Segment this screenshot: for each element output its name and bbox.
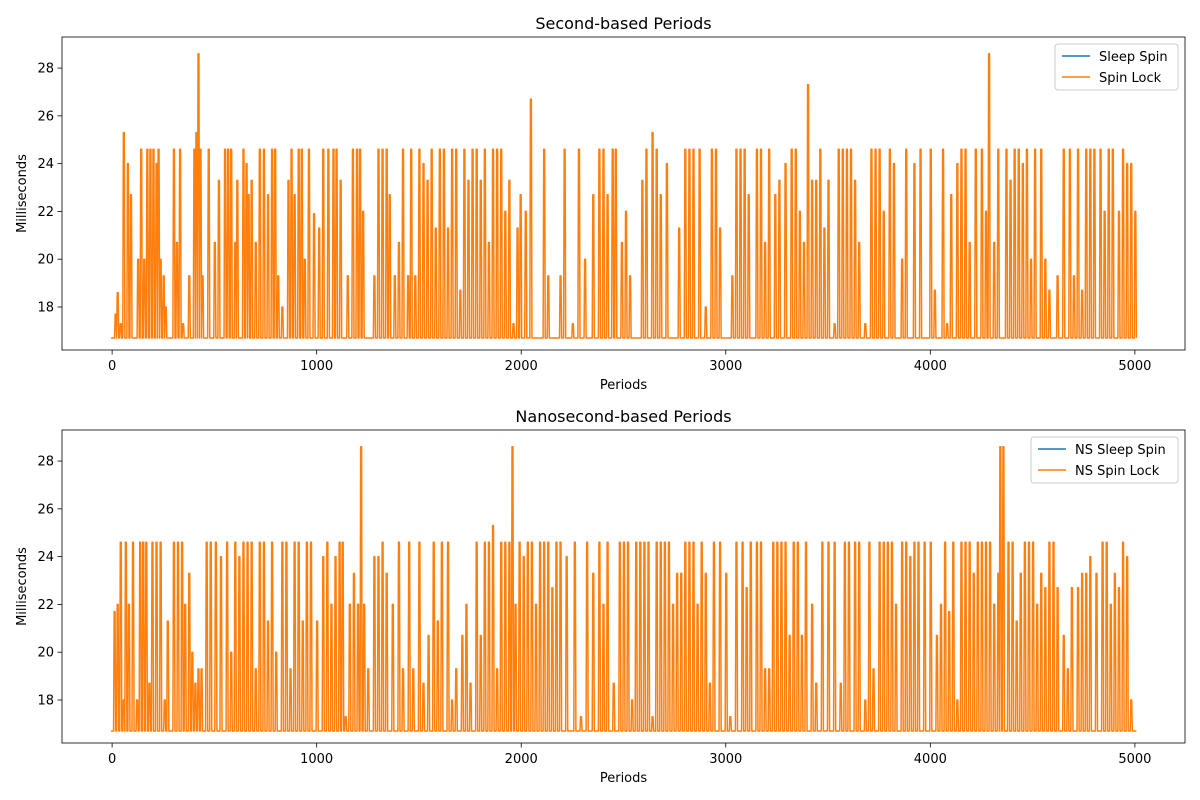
x-tick-label: 0 xyxy=(108,359,116,374)
x-axis-label: Periods xyxy=(600,378,648,393)
x-axis: 0 1000 2000 3000 4000 5000 xyxy=(108,743,1151,767)
chart-title: Nanosecond-based Periods xyxy=(515,407,731,426)
plot-area xyxy=(61,429,1186,744)
y-tick-label: 18 xyxy=(37,300,54,315)
x-tick-label: 2000 xyxy=(505,752,538,767)
x-axis-label: Periods xyxy=(600,771,648,786)
y-tick-label: 24 xyxy=(37,550,54,565)
y-tick-label: 20 xyxy=(37,253,54,268)
chart-panel-seconds: Second-based Periods 0 1000 2000 3000 4000 50… xyxy=(15,14,1186,393)
plot-frame xyxy=(61,36,1186,351)
legend-label-spin-lock: Spin Lock xyxy=(1099,71,1162,86)
x-tick-label: 1000 xyxy=(300,359,333,374)
y-tick-label: 28 xyxy=(37,62,54,77)
y-tick-label: 22 xyxy=(37,598,54,613)
y-tick-label: 22 xyxy=(37,205,54,220)
x-axis: 0 1000 2000 3000 4000 5000 xyxy=(108,350,1151,374)
x-tick-label: 3000 xyxy=(709,359,742,374)
x-tick-label: 5000 xyxy=(1118,752,1151,767)
legend-box xyxy=(1030,436,1179,484)
legend-label-sleep-spin: Sleep Spin xyxy=(1099,50,1168,65)
plot-area xyxy=(61,36,1186,351)
y-axis: 18 20 22 24 26 28 xyxy=(37,455,62,708)
chart-title: Second-based Periods xyxy=(535,14,711,33)
plot-frame xyxy=(61,429,1186,744)
x-tick-label: 1000 xyxy=(300,752,333,767)
legend-label-ns-spin-lock: NS Spin Lock xyxy=(1075,464,1160,479)
x-tick-label: 0 xyxy=(108,752,116,767)
x-tick-label: 2000 xyxy=(505,359,538,374)
x-tick-label: 4000 xyxy=(914,359,947,374)
y-tick-label: 20 xyxy=(37,646,54,661)
y-axis: 18 20 22 24 26 28 xyxy=(37,62,62,315)
legend-label-ns-sleep-spin: NS Sleep Spin xyxy=(1075,443,1166,458)
legend: Sleep Spin Spin Lock xyxy=(1054,43,1179,91)
x-tick-label: 3000 xyxy=(709,752,742,767)
x-tick-label: 4000 xyxy=(914,752,947,767)
y-axis-label: Milliseconds xyxy=(15,154,30,233)
y-tick-label: 26 xyxy=(37,109,54,124)
y-tick-label: 24 xyxy=(37,157,54,172)
y-tick-label: 28 xyxy=(37,455,54,470)
y-axis-label: Milliseconds xyxy=(15,547,30,626)
y-tick-label: 18 xyxy=(37,693,54,708)
chart-panel-nanoseconds: Nanosecond-based Periods 0 1000 2000 3000 40… xyxy=(15,407,1186,786)
y-tick-label: 26 xyxy=(37,502,54,517)
legend: NS Sleep Spin NS Spin Lock xyxy=(1030,436,1179,484)
x-tick-label: 5000 xyxy=(1118,359,1151,374)
